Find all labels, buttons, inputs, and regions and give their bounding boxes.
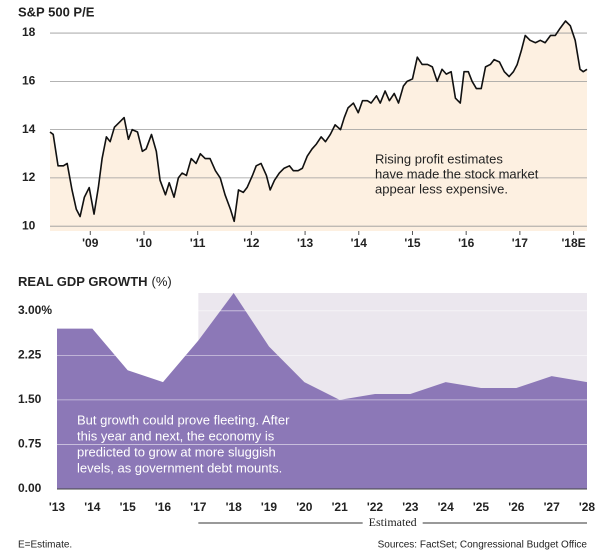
annotation: predicted to grow at more sluggish <box>77 444 276 459</box>
annotation: Rising profit estimates <box>375 151 503 166</box>
x-tick-label: '13 <box>297 236 314 250</box>
annotation: But growth could prove fleeting. After <box>77 412 290 427</box>
estimated-label: Estimated <box>369 515 417 529</box>
x-tick-label: '14 <box>84 500 101 514</box>
x-tick-label: '28 <box>579 500 596 514</box>
x-tick-label: '25 <box>473 500 490 514</box>
x-tick-label: '18 <box>226 500 243 514</box>
y-tick-label: 0.00 <box>18 481 42 495</box>
footnote: E=Estimate. <box>18 540 72 551</box>
y-tick-label: 0.75 <box>18 437 42 451</box>
x-tick-label: '24 <box>438 500 455 514</box>
y-tick-label: 3.00% <box>18 303 52 317</box>
x-tick-label: '11 <box>190 236 206 250</box>
x-tick-label: '22 <box>367 500 384 514</box>
x-tick-label: '21 <box>332 500 349 514</box>
line <box>49 20 588 223</box>
x-tick-label: '16 <box>458 236 475 250</box>
chart-title: S&P 500 P/E <box>18 4 95 19</box>
annotation: appear less expensive. <box>375 181 508 196</box>
title-text: REAL GDP GROWTH <box>18 274 148 289</box>
area <box>57 293 587 489</box>
y-tick-label: 2.25 <box>18 348 42 362</box>
x-tick-label: '10 <box>136 236 153 250</box>
title-unit: (%) <box>152 274 172 289</box>
x-tick-label: '09 <box>82 236 99 250</box>
x-tick-label: '15 <box>120 500 137 514</box>
y-tick-label: 1.50 <box>18 392 42 406</box>
y-tick-label: 12 <box>22 170 36 184</box>
y-tick-label: 14 <box>22 122 36 136</box>
area-fill <box>50 21 587 231</box>
x-tick-label: '17 <box>512 236 529 250</box>
x-tick-label: '15 <box>404 236 421 250</box>
x-tick-label: '12 <box>243 236 260 250</box>
x-tick-label: '20 <box>296 500 313 514</box>
x-tick-label: '26 <box>508 500 525 514</box>
y-tick-label: 16 <box>22 74 36 88</box>
x-tick-label: '17 <box>190 500 207 514</box>
x-tick-label: '27 <box>544 500 561 514</box>
x-tick-label: '23 <box>402 500 419 514</box>
y-tick-label: 18 <box>22 25 36 39</box>
estimated-label-bg <box>362 516 423 530</box>
x-tick-label: '14 <box>351 236 368 250</box>
annotation: levels, as government debt mounts. <box>77 460 282 475</box>
annotation: this year and next, the economy is <box>77 428 275 443</box>
x-tick-label: '18E <box>561 236 585 250</box>
y-tick-label: 10 <box>22 218 36 232</box>
x-tick-label: '13 <box>49 500 66 514</box>
chart-title: REAL GDP GROWTH (%) <box>18 274 172 289</box>
annotation: have made the stock market <box>375 166 539 181</box>
source: Sources: FactSet; Congressional Budget O… <box>378 540 588 551</box>
x-tick-label: '19 <box>261 500 278 514</box>
x-tick-label: '16 <box>155 500 172 514</box>
